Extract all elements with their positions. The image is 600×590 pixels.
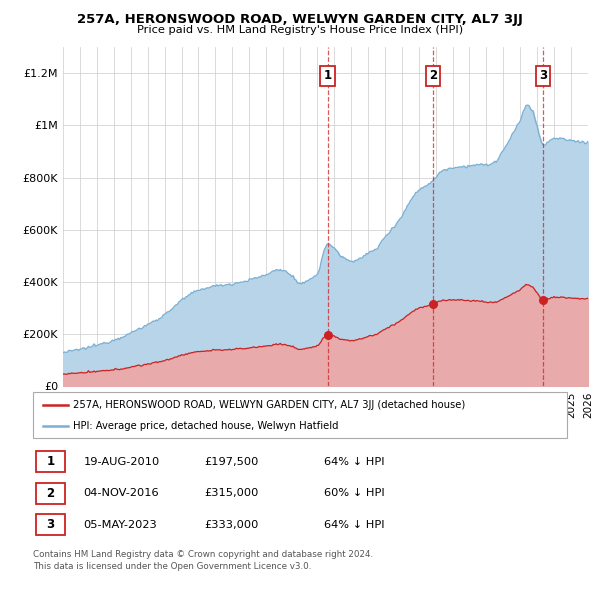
Text: Price paid vs. HM Land Registry's House Price Index (HPI): Price paid vs. HM Land Registry's House … bbox=[137, 25, 463, 35]
Text: 1: 1 bbox=[46, 455, 55, 468]
Text: 1: 1 bbox=[324, 70, 332, 83]
Text: 64% ↓ HPI: 64% ↓ HPI bbox=[324, 457, 385, 467]
Text: 257A, HERONSWOOD ROAD, WELWYN GARDEN CITY, AL7 3JJ: 257A, HERONSWOOD ROAD, WELWYN GARDEN CIT… bbox=[77, 13, 523, 26]
Text: £333,000: £333,000 bbox=[204, 520, 258, 530]
Text: 3: 3 bbox=[539, 70, 547, 83]
FancyBboxPatch shape bbox=[35, 483, 65, 504]
Text: 2: 2 bbox=[46, 487, 55, 500]
Text: 3: 3 bbox=[46, 518, 55, 531]
Text: 60% ↓ HPI: 60% ↓ HPI bbox=[324, 489, 385, 498]
Text: 64% ↓ HPI: 64% ↓ HPI bbox=[324, 520, 385, 530]
FancyBboxPatch shape bbox=[35, 514, 65, 535]
Text: 2: 2 bbox=[429, 70, 437, 83]
Text: 04-NOV-2016: 04-NOV-2016 bbox=[84, 489, 160, 498]
FancyBboxPatch shape bbox=[35, 451, 65, 472]
Text: Contains HM Land Registry data © Crown copyright and database right 2024.
This d: Contains HM Land Registry data © Crown c… bbox=[33, 550, 373, 571]
Text: £315,000: £315,000 bbox=[204, 489, 258, 498]
Text: £197,500: £197,500 bbox=[204, 457, 258, 467]
Text: HPI: Average price, detached house, Welwyn Hatfield: HPI: Average price, detached house, Welw… bbox=[73, 421, 338, 431]
Text: 19-AUG-2010: 19-AUG-2010 bbox=[84, 457, 160, 467]
FancyBboxPatch shape bbox=[33, 392, 567, 438]
Text: 05-MAY-2023: 05-MAY-2023 bbox=[84, 520, 157, 530]
Text: 257A, HERONSWOOD ROAD, WELWYN GARDEN CITY, AL7 3JJ (detached house): 257A, HERONSWOOD ROAD, WELWYN GARDEN CIT… bbox=[73, 399, 466, 409]
